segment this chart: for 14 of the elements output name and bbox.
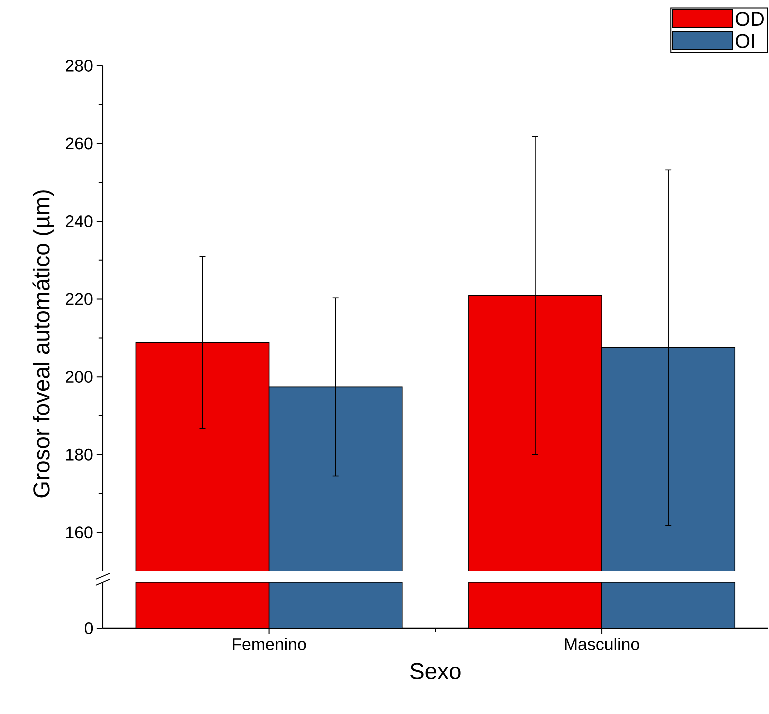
y-axis-title: Grosor foveal automático (µm)	[32, 190, 54, 498]
legend-label: OI	[736, 34, 754, 48]
y-tick-label: 280	[66, 60, 93, 72]
text: 0	[84, 622, 94, 634]
y-tick-label: 160	[66, 526, 93, 538]
y-tick-label: 200	[66, 370, 93, 383]
x-tick-label: Femenino	[233, 638, 306, 650]
y-tick-label: 240	[66, 215, 93, 228]
legend-label: OD	[736, 12, 764, 26]
x-axis-title: Sexo	[410, 663, 461, 680]
y-tick-label: 180	[66, 448, 93, 461]
y-tick-label: 220	[66, 293, 93, 306]
x-tick-label: Masculino	[565, 638, 640, 650]
y-tick-label: 260	[66, 138, 93, 150]
